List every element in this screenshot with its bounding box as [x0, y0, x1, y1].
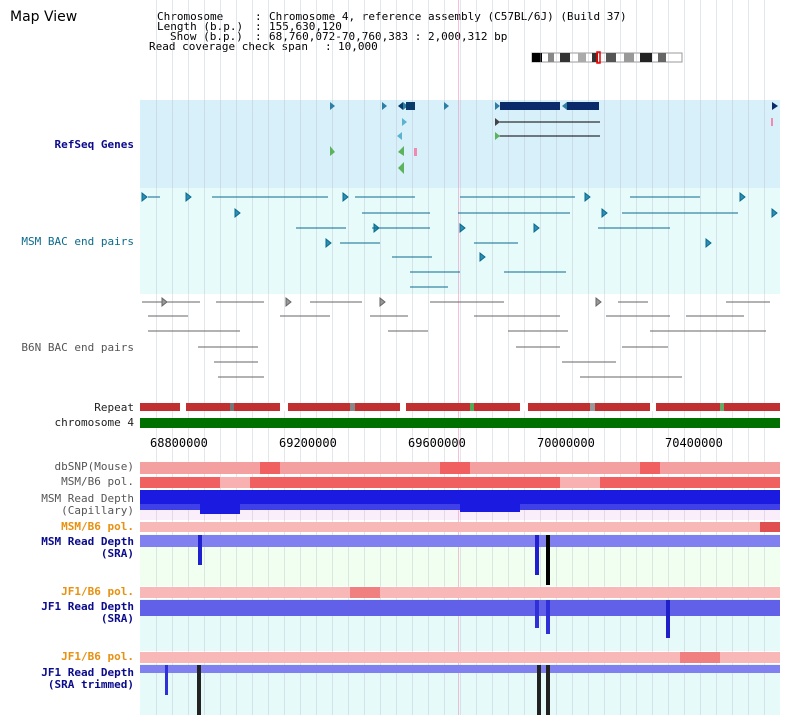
show-sep: : [255, 30, 262, 43]
length-key: Length (b.p.) [157, 20, 244, 33]
page-title: Map View [10, 9, 78, 25]
chromosome-value: Chromosome 4, reference assembly (C57BL/… [269, 10, 627, 23]
msm-b6-pol-label-2[interactable]: MSM/B6 pol. [61, 520, 134, 533]
jf1-trim-depth-label-2: (SRA trimmed) [47, 678, 134, 691]
jf1-sra-depth-track[interactable] [140, 600, 780, 640]
jf1-sra-depth-label-1[interactable]: JF1 Read Depth [41, 600, 134, 613]
b6n-bac-track[interactable] [140, 294, 780, 398]
dbsnp-track[interactable] [140, 462, 780, 474]
msm-sra-depth-label-1[interactable]: MSM Read Depth [41, 535, 134, 548]
jf1-sra-depth-label-2: (SRA) [100, 612, 134, 625]
coverage-key: Read coverage check span [149, 40, 308, 53]
axis-tick-label: 70400000 [665, 436, 723, 450]
chromosome-bar [140, 418, 780, 428]
b6n-bac-track-bg [140, 294, 780, 398]
refseq-genes-label[interactable]: RefSeq Genes [54, 138, 134, 151]
msm-b6-pol-track[interactable] [140, 477, 780, 488]
coverage-sep: : [325, 40, 332, 53]
jf1-b6-pol-2-track[interactable] [140, 652, 780, 663]
jf1-b6-pol-1-track[interactable] [140, 587, 780, 598]
show-key: Show (b.p.) [170, 30, 243, 43]
chromosome-label: chromosome 4 [54, 416, 134, 429]
msm-sra-depth-track[interactable] [140, 535, 780, 587]
jf1-b6-pol-label-2[interactable]: JF1/B6 pol. [61, 650, 134, 663]
length-value: 155,630,120 [269, 20, 342, 33]
repeat-track[interactable] [140, 403, 780, 411]
dbsnp-label[interactable]: dbSNP(Mouse) [54, 460, 134, 473]
msm-bac-track-bg [140, 188, 780, 294]
msm-cap-depth-label-1[interactable]: MSM Read Depth [41, 492, 134, 505]
chromosome-ideogram[interactable] [528, 51, 688, 65]
chromosome-sep: : [255, 10, 262, 23]
jf1-b6-pol-label-1[interactable]: JF1/B6 pol. [61, 585, 134, 598]
refseq-genes-track[interactable] [140, 100, 780, 188]
show-value: 68,760,072-70,760,383 : 2,000,312 bp [269, 30, 508, 43]
length-sep: : [255, 20, 262, 33]
msm-sra-depth-label-2: (SRA) [100, 547, 134, 560]
repeat-label[interactable]: Repeat [94, 401, 134, 414]
msm-cap-depth-label-2: (Capillary) [61, 504, 134, 517]
axis-tick-label: 69600000 [408, 436, 466, 450]
refseq-track-bg [140, 100, 780, 188]
b6n-bac-label[interactable]: B6N BAC end pairs [21, 341, 134, 354]
axis-tick-label: 70000000 [537, 436, 595, 450]
msm-bac-label[interactable]: MSM BAC end pairs [21, 235, 134, 248]
axis-tick-label: 68800000 [150, 436, 208, 450]
msm-b6-pol-2-track[interactable] [140, 522, 780, 532]
jf1-trim-depth-track[interactable] [140, 665, 780, 715]
axis-tick-label: 69200000 [279, 436, 337, 450]
msm-b6-pol-label[interactable]: MSM/B6 pol. [61, 475, 134, 488]
jf1-trim-depth-label-1[interactable]: JF1 Read Depth [41, 666, 134, 679]
coverage-value: 10,000 [338, 40, 378, 53]
msm-bac-track[interactable] [140, 188, 780, 294]
msm-cap-depth-track[interactable] [140, 490, 780, 518]
chromosome-key: Chromosome [157, 10, 224, 23]
